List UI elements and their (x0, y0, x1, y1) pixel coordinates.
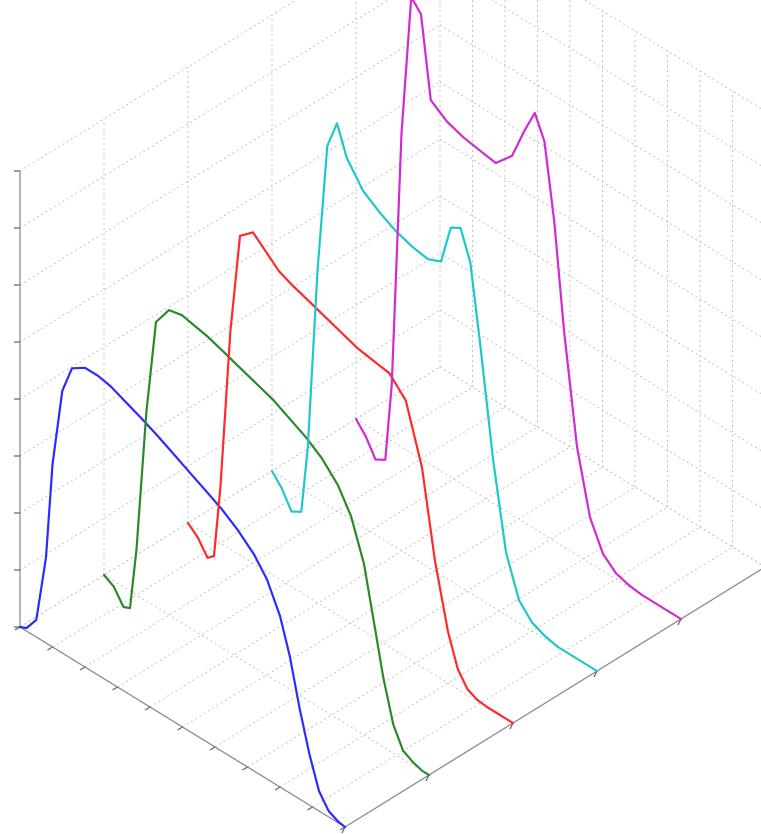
x-axis-tick (177, 726, 183, 731)
series-line-5 (354, 0, 683, 621)
left-wall-grid-line (19, 24, 441, 286)
floor-grid-line (84, 406, 506, 668)
back-wall-grid-line (439, 195, 761, 395)
series-line-1 (18, 366, 347, 829)
x-axis-tick (144, 706, 151, 711)
series-line-4 (270, 122, 599, 673)
floor-grid-line (182, 466, 603, 728)
floor-grid-line (355, 418, 682, 620)
back-wall-grid-line (439, 309, 761, 509)
x-axis-tick (47, 646, 53, 651)
floor-grid-line (312, 546, 733, 808)
x-axis-tick (79, 666, 86, 671)
left-wall-grid-line (19, 366, 441, 628)
back-wall-grid-line (439, 24, 761, 224)
grid-lines (19, 0, 761, 828)
y-axis-tick (509, 722, 514, 730)
y-axis-line (344, 568, 761, 828)
left-wall-grid-line (19, 309, 441, 571)
floor-grid-line (187, 522, 514, 724)
back-wall-grid-line (583, 0, 761, 110)
y-axis-tick (593, 670, 598, 678)
left-wall-grid-line (19, 252, 441, 514)
floor-grid-line (271, 470, 598, 672)
y-axis-tick (677, 618, 682, 626)
series-line-2 (102, 309, 431, 777)
left-wall-grid-line (19, 81, 441, 343)
back-wall-grid-line (439, 252, 761, 452)
series-lines (18, 0, 683, 829)
floor-grid-line (214, 486, 636, 748)
floor-grid-line (247, 506, 668, 768)
floor-grid-line (103, 574, 430, 776)
x-axis-tick (274, 786, 281, 791)
floor-grid-line (52, 386, 473, 648)
x-axis-tick (112, 686, 118, 691)
left-wall-grid-line (19, 138, 441, 400)
back-wall-grid-line (439, 366, 761, 566)
back-wall-grid-line (439, 138, 761, 338)
left-wall-grid-line (19, 0, 390, 229)
floor-grid-line (279, 526, 701, 788)
floor-grid-line (149, 446, 571, 708)
x-axis-tick (209, 746, 216, 751)
back-wall-grid-line (491, 0, 761, 167)
y-axis-tick (425, 774, 430, 782)
x-axis-tick (242, 766, 248, 771)
axes (14, 170, 761, 834)
back-wall-grid-line (439, 81, 761, 281)
left-wall-grid-line (19, 0, 298, 172)
series-line-3 (186, 231, 515, 725)
x-axis-tick (307, 806, 313, 811)
floor-grid-line (117, 426, 538, 688)
y-axis-tick (341, 826, 346, 834)
